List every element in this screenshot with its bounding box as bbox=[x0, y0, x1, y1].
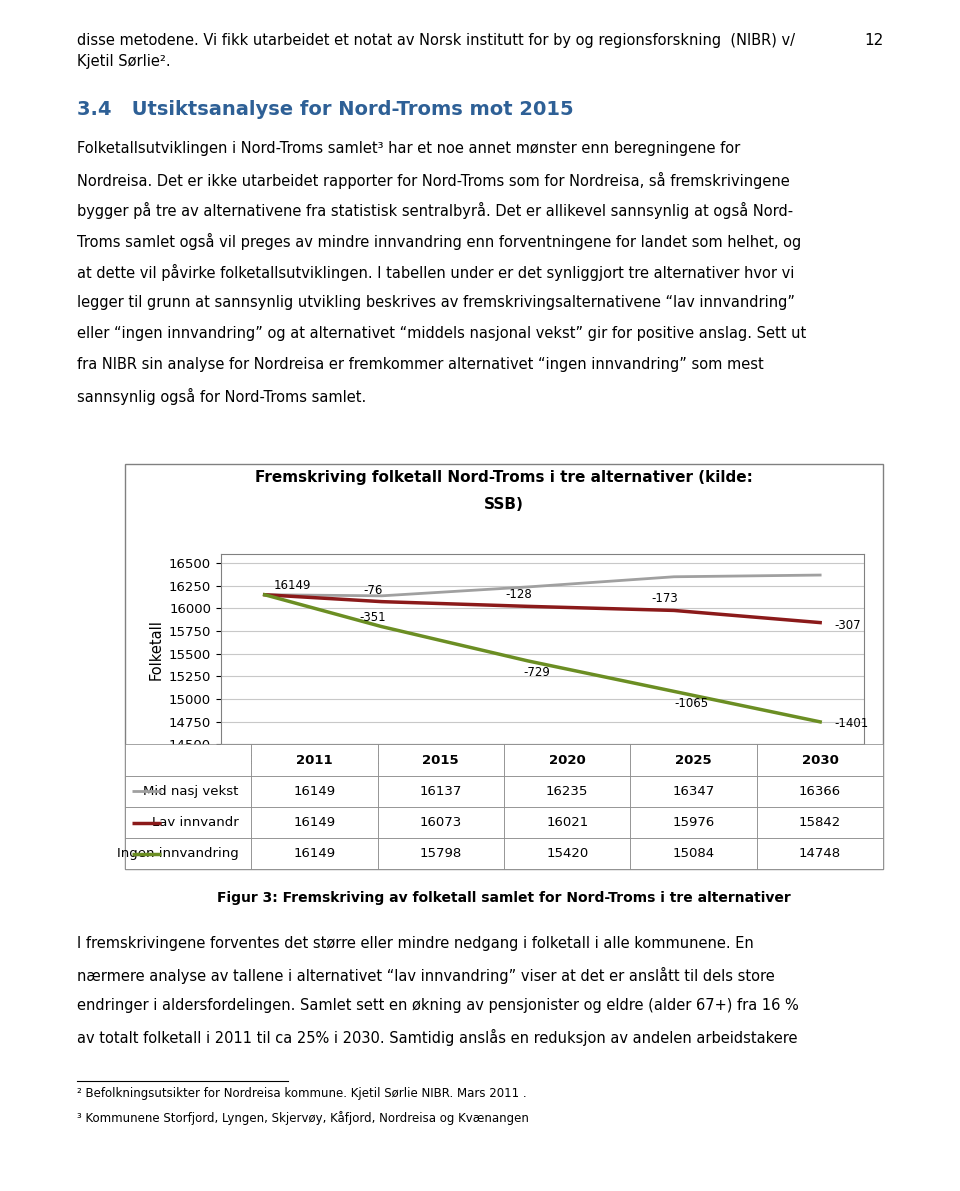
Text: disse metodene. Vi fikk utarbeidet et notat av Norsk institutt for by og regions: disse metodene. Vi fikk utarbeidet et no… bbox=[77, 33, 795, 49]
Text: Figur 3: Fremskriving av folketall samlet for Nord-Troms i tre alternativer: Figur 3: Fremskriving av folketall samle… bbox=[217, 891, 791, 905]
Text: -173: -173 bbox=[652, 592, 679, 605]
Text: -351: -351 bbox=[359, 611, 386, 624]
Text: Fremskriving folketall Nord-Troms i tre alternativer (kilde:: Fremskriving folketall Nord-Troms i tre … bbox=[255, 470, 753, 486]
Text: 3.4   Utsiktsanalyse for Nord-Troms mot 2015: 3.4 Utsiktsanalyse for Nord-Troms mot 20… bbox=[77, 100, 573, 119]
Text: legger til grunn at sannsynlig utvikling beskrives av fremskrivingsalternativene: legger til grunn at sannsynlig utvikling… bbox=[77, 295, 795, 311]
Text: fra NIBR sin analyse for Nordreisa er fremkommer alternativet “ingen innvandring: fra NIBR sin analyse for Nordreisa er fr… bbox=[77, 357, 763, 373]
Text: I fremskrivingene forventes det større eller mindre nedgang i folketall i alle k: I fremskrivingene forventes det større e… bbox=[77, 936, 754, 952]
Text: ² Befolkningsutsikter for Nordreisa kommune. Kjetil Sørlie NIBR. Mars 2011 .: ² Befolkningsutsikter for Nordreisa komm… bbox=[77, 1087, 526, 1100]
Text: -128: -128 bbox=[506, 588, 533, 601]
Text: -1065: -1065 bbox=[675, 697, 708, 710]
Text: av totalt folketall i 2011 til ca 25% i 2030. Samtidig anslås en reduksjon av an: av totalt folketall i 2011 til ca 25% i … bbox=[77, 1029, 798, 1046]
Text: bygger på tre av alternativene fra statistisk sentralbyrå. Det er allikevel sann: bygger på tre av alternativene fra stati… bbox=[77, 202, 793, 219]
Text: 12: 12 bbox=[864, 33, 883, 49]
Text: -729: -729 bbox=[523, 666, 550, 679]
Y-axis label: Folketall: Folketall bbox=[148, 618, 163, 680]
Text: ³ Kommunene Storfjord, Lyngen, Skjervøy, Kåfjord, Nordreisa og Kvænangen: ³ Kommunene Storfjord, Lyngen, Skjervøy,… bbox=[77, 1111, 529, 1125]
Text: -307: -307 bbox=[835, 619, 861, 631]
Text: SSB): SSB) bbox=[484, 497, 524, 512]
Text: Troms samlet også vil preges av mindre innvandring enn forventningene for landet: Troms samlet også vil preges av mindre i… bbox=[77, 233, 801, 250]
Text: -1401: -1401 bbox=[835, 717, 869, 730]
Text: 16149: 16149 bbox=[274, 580, 311, 592]
Text: endringer i aldersfordelingen. Samlet sett en økning av pensjonister og eldre (a: endringer i aldersfordelingen. Samlet se… bbox=[77, 998, 799, 1014]
Text: nærmere analyse av tallene i alternativet “lav innvandring” viser at det er ansl: nærmere analyse av tallene i alternative… bbox=[77, 967, 775, 984]
Text: Nordreisa. Det er ikke utarbeidet rapporter for Nord-Troms som for Nordreisa, så: Nordreisa. Det er ikke utarbeidet rappor… bbox=[77, 172, 789, 188]
Text: -76: -76 bbox=[363, 584, 382, 597]
Text: at dette vil påvirke folketallsutviklingen. I tabellen under er det synliggjort : at dette vil påvirke folketallsutvikling… bbox=[77, 264, 794, 281]
Text: sannsynlig også for Nord-Troms samlet.: sannsynlig også for Nord-Troms samlet. bbox=[77, 388, 366, 405]
Text: Kjetil Sørlie².: Kjetil Sørlie². bbox=[77, 54, 171, 69]
Text: Folketallsutviklingen i Nord-Troms samlet³ har et noe annet mønster enn beregnin: Folketallsutviklingen i Nord-Troms samle… bbox=[77, 141, 740, 156]
Text: eller “ingen innvandring” og at alternativet “middels nasjonal vekst” gir for po: eller “ingen innvandring” og at alternat… bbox=[77, 326, 806, 342]
